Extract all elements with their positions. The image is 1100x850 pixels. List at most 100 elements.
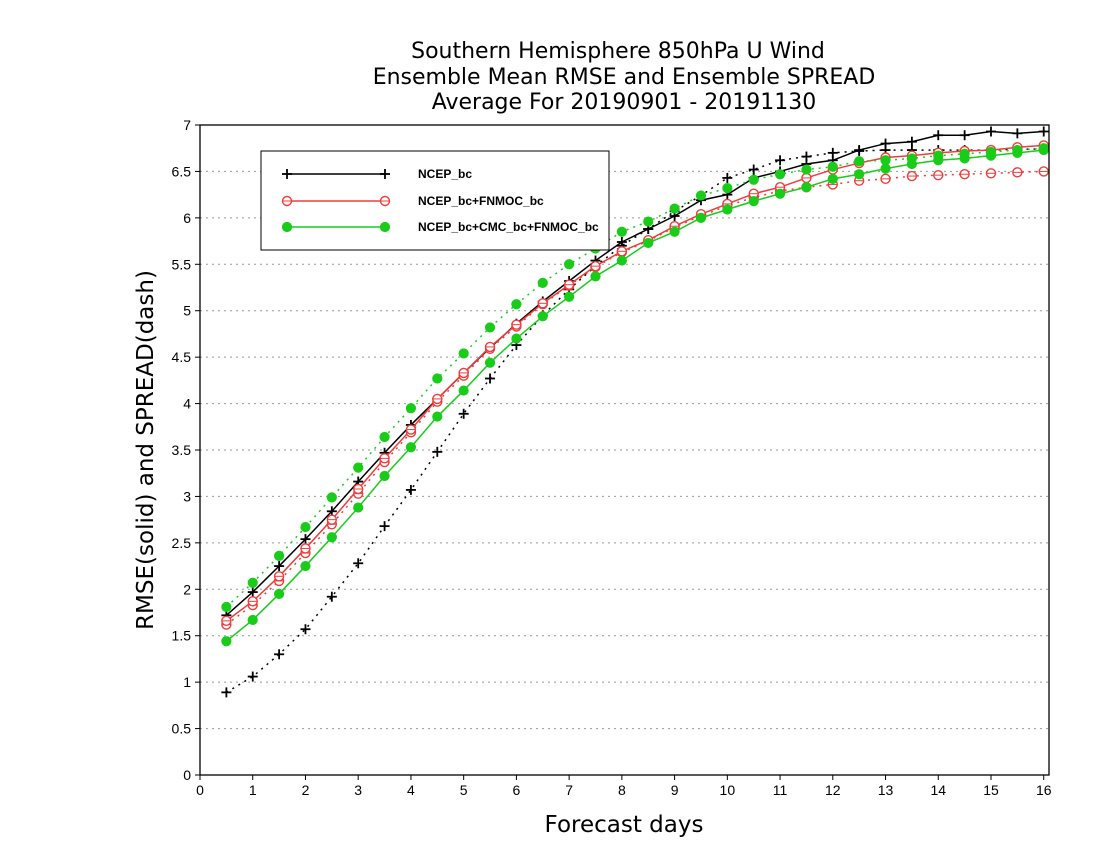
rmse-point <box>300 543 311 554</box>
y-tick-label: 1.5 <box>172 628 192 644</box>
legend-marker <box>380 169 390 179</box>
rmse-point <box>274 561 285 572</box>
spread-point <box>1012 167 1023 178</box>
rmse-point <box>827 173 838 184</box>
y-tick-label: 2.5 <box>172 535 192 551</box>
x-tick-label: 3 <box>354 782 362 798</box>
rmse-point <box>379 453 390 464</box>
legend-label-ncep-bc: NCEP_bc <box>418 167 472 181</box>
rmse-point <box>590 271 601 282</box>
rmse-point <box>511 333 522 344</box>
y-tick-label: 5.5 <box>172 256 192 272</box>
spread-point <box>353 462 364 473</box>
legend: NCEP_bc NCEP_bc+FNMOC_bc NCEP_bc+CMC_bc+FN… <box>260 150 610 251</box>
spread-point <box>695 190 707 201</box>
rmse-point <box>695 212 707 223</box>
x-tick-label: 11 <box>773 782 788 798</box>
rmse-point <box>801 182 812 193</box>
rmse-point <box>1012 147 1023 158</box>
rmse-point <box>484 357 496 368</box>
spread-line-ncep-bc <box>225 148 1044 694</box>
legend-marker <box>281 221 293 233</box>
x-axis-label: Forecast days <box>545 812 704 838</box>
spread-point <box>774 169 786 180</box>
rmse-point <box>353 502 364 513</box>
spread-point <box>247 577 258 588</box>
spread-point <box>221 687 232 698</box>
spread-point <box>274 649 285 660</box>
spread-point <box>405 403 417 414</box>
x-tick-label: 13 <box>878 782 894 798</box>
rmse-point <box>300 560 311 572</box>
y-tick-label: 2 <box>183 581 191 597</box>
rmse-point <box>985 150 997 161</box>
rmse-point <box>432 393 443 405</box>
rmse-point <box>616 255 627 266</box>
rmse-point <box>537 311 548 322</box>
rmse-point <box>722 204 733 215</box>
y-tick-label: 7 <box>183 117 191 133</box>
x-tick-label: 5 <box>460 782 468 798</box>
rmse-point <box>484 341 496 353</box>
rmse-point <box>933 155 944 166</box>
x-tick-label: 2 <box>302 782 310 798</box>
rmse-point <box>669 226 680 237</box>
y-tick-label: 6.5 <box>172 163 192 179</box>
legend-label-ncep-bc-fnmoc-bc: NCEP_bc+FNMOC_bc <box>418 194 544 208</box>
x-tick-label: 1 <box>249 782 257 798</box>
spread-point <box>300 521 311 533</box>
rmse-point <box>221 636 232 647</box>
rmse-point <box>432 411 443 422</box>
legend-marker <box>379 195 391 207</box>
chart-subtitle: Ensemble Mean RMSE and Ensemble SPREAD <box>373 65 876 90</box>
rmse-point <box>405 442 417 453</box>
spread-point <box>432 373 443 384</box>
rmse-point <box>563 279 575 290</box>
spread-point <box>1038 166 1049 177</box>
rmse-point <box>590 260 601 272</box>
rmse-point <box>801 172 812 184</box>
spread-line-ncep-bc-cmc-bc-fnmoc-bc <box>225 147 1044 608</box>
legend-marker <box>379 221 391 233</box>
spread-point <box>880 173 891 185</box>
rmse-point <box>985 126 996 137</box>
rmse-point <box>933 130 944 141</box>
y-axis-label: RMSE(solid) and SPREAD(dash) <box>133 270 159 630</box>
spread-point <box>221 601 232 613</box>
y-tick-label: 1 <box>183 674 191 690</box>
x-tick-label: 4 <box>407 782 415 798</box>
rmse-point <box>300 534 311 545</box>
rmse-point <box>1038 144 1049 156</box>
x-tick-label: 12 <box>825 782 841 798</box>
rmse-point <box>537 298 548 309</box>
x-axis: 0 1 2 3 4 5 6 7 8 9 10 11 12 13 14 15 16 <box>196 775 1052 798</box>
spread-point <box>458 408 469 419</box>
x-tick-label: 0 <box>196 782 204 798</box>
legend-marker <box>282 169 292 179</box>
rmse-point <box>273 588 285 600</box>
rmse-point <box>854 145 865 156</box>
y-tick-label: 6 <box>183 210 191 226</box>
spread-point <box>458 348 469 359</box>
rmse-point <box>616 246 628 257</box>
rmse-point <box>774 188 786 199</box>
rmse-point <box>247 587 258 598</box>
series-layer <box>221 126 1049 698</box>
rmse-point <box>959 153 970 164</box>
spread-point <box>854 156 865 167</box>
y-tick-label: 5 <box>183 303 191 319</box>
x-tick-label: 16 <box>1036 782 1052 798</box>
rmse-point <box>511 319 522 330</box>
rmse-point <box>906 158 917 170</box>
spread-point <box>405 484 416 495</box>
spread-point <box>326 492 337 503</box>
rmse-point <box>221 615 232 627</box>
spread-point <box>748 174 759 185</box>
rmse-point <box>326 514 338 525</box>
spread-point <box>748 164 759 175</box>
y-tick-label: 0.5 <box>172 721 192 737</box>
rmse-point <box>379 470 390 482</box>
chart-title: Southern Hemisphere 850hPa U Wind <box>411 39 825 64</box>
spread-point <box>511 299 522 310</box>
